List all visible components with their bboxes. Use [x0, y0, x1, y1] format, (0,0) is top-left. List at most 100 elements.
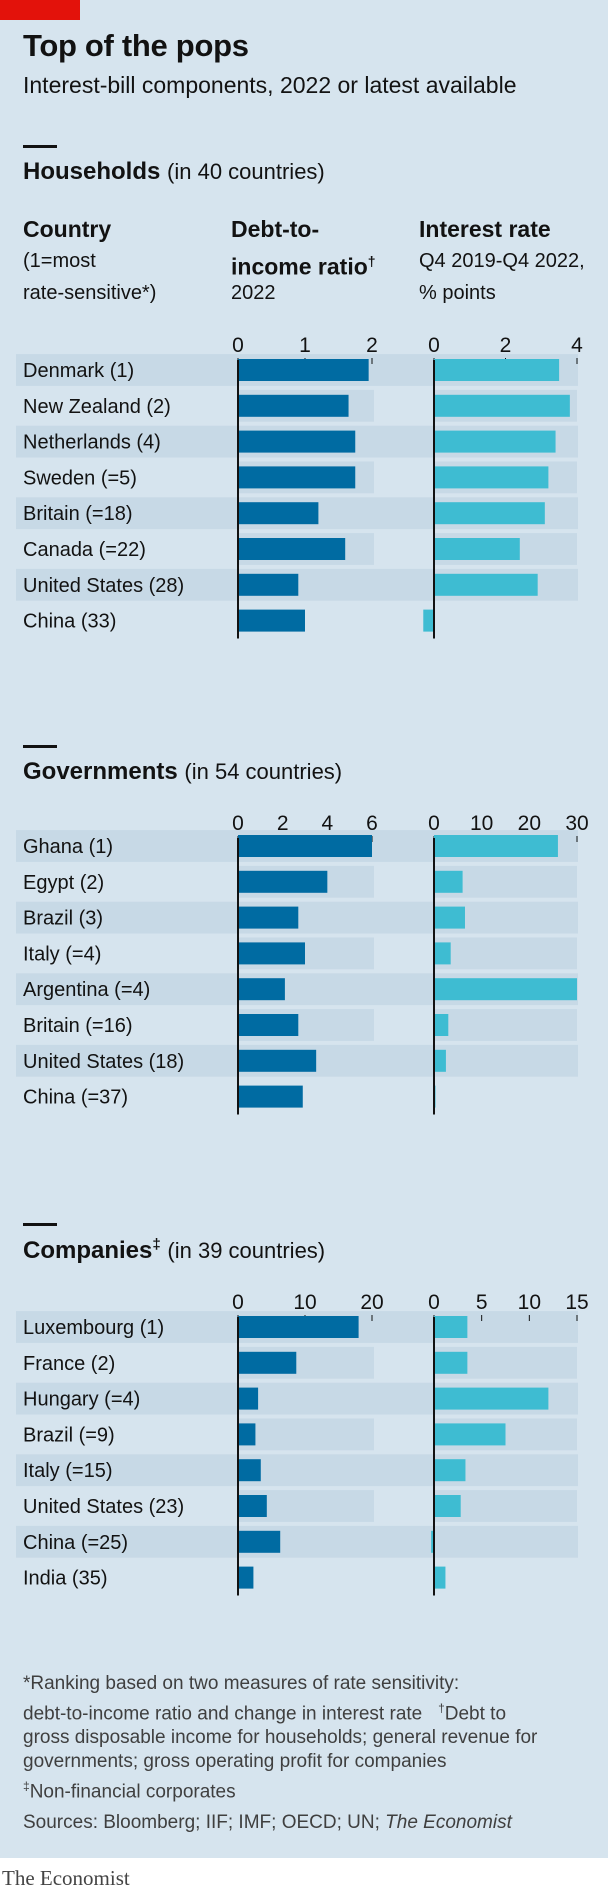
rate-tick-label: 2	[500, 334, 512, 357]
row-band	[16, 1454, 578, 1487]
section-title-governments: Governments (in 54 countries)	[23, 758, 342, 786]
section-rule-companies	[23, 1223, 57, 1226]
country-label: Britain (=18)	[23, 503, 133, 525]
footnote-text: Non-financial corporates	[29, 1781, 236, 1803]
country-label: India (35)	[23, 1568, 108, 1590]
debt-bar	[238, 1495, 267, 1517]
chart-title: Top of the pops	[23, 28, 249, 63]
section-note: (in 39 countries)	[167, 1238, 326, 1263]
rate-bar	[434, 573, 538, 596]
rate-bar	[434, 1387, 549, 1410]
debt-bar	[238, 942, 305, 965]
debt-bar	[238, 1014, 299, 1036]
debt-bar	[238, 870, 328, 893]
country-label: Italy (=4)	[23, 943, 101, 965]
country-label: Sweden (=5)	[23, 467, 137, 489]
country-label: United States (28)	[23, 575, 184, 597]
debt-bar	[238, 609, 305, 632]
debt-tick-label: 2	[277, 812, 289, 835]
row-band	[434, 1009, 577, 1041]
debt-bar	[238, 1566, 254, 1589]
country-column-sub2: rate-sensitive*)	[23, 282, 157, 304]
rate-bar	[434, 1459, 466, 1482]
rate-bar	[423, 609, 434, 632]
debt-bar	[238, 1351, 297, 1374]
debt-tick-label: 0	[232, 334, 244, 357]
row-band	[16, 1525, 578, 1558]
debt-tick-label: 10	[293, 1291, 316, 1314]
section-note: (in 54 countries)	[184, 759, 343, 784]
rate-bar	[434, 1049, 446, 1072]
footnotes: *Ranking based on two measures of rate s…	[23, 1672, 537, 1835]
rate-bar	[434, 1014, 449, 1036]
rate-tick-label: 20	[518, 812, 541, 835]
debt-bar	[238, 1387, 259, 1410]
debt-column-sub: 2022	[231, 282, 276, 304]
debt-bar	[238, 502, 319, 525]
rate-bar	[434, 538, 520, 560]
country-column-title: Country	[23, 216, 112, 242]
section-note: (in 40 countries)	[167, 159, 325, 184]
double-dagger-mark: ‡	[152, 1236, 161, 1253]
section-title-households: Households (in 40 countries)	[23, 158, 325, 186]
row-band	[434, 937, 577, 970]
debt-bar	[238, 1459, 261, 1482]
rate-tick-label: 15	[565, 1291, 588, 1314]
country-label: Ghana (1)	[23, 836, 113, 858]
debt-tick-label: 20	[360, 1291, 383, 1314]
country-label: Luxembourg (1)	[23, 1317, 164, 1339]
debt-bar	[238, 1085, 303, 1108]
debt-tick-label: 1	[299, 334, 311, 357]
rate-bar	[434, 394, 570, 417]
country-label: Brazil (3)	[23, 908, 103, 930]
country-label: Italy (=15)	[23, 1460, 112, 1482]
debt-bar	[238, 978, 285, 1001]
rate-column-sub1: Q4 2019-Q4 2022,	[419, 250, 585, 272]
rate-tick-label: 10	[518, 1291, 541, 1314]
debt-tick-label: 6	[366, 812, 378, 835]
double-dagger-mark: ‡	[23, 1779, 30, 1794]
section-rule-households	[23, 145, 57, 148]
debt-column-title2: income ratio†	[231, 245, 376, 283]
debt-bar	[238, 538, 346, 560]
rate-bar	[434, 359, 560, 381]
country-label: China (33)	[23, 611, 116, 633]
debt-tick-label: 2	[366, 334, 378, 357]
country-label: Brazil (=9)	[23, 1424, 115, 1446]
country-label: China (=37)	[23, 1087, 128, 1109]
country-label: Hungary (=4)	[23, 1389, 140, 1411]
footnote-line: gross disposable income for households; …	[23, 1727, 538, 1749]
rate-bar	[434, 870, 463, 893]
section-name: Governments	[23, 758, 178, 785]
sources-text: Sources: Bloomberg; IIF; IMF; OECD; UN;	[23, 1811, 386, 1833]
sources-line: Sources: Bloomberg; IIF; IMF; OECD; UN; …	[23, 1811, 537, 1835]
section-name: Companies	[23, 1237, 153, 1264]
section-title-companies: Companies‡ (in 39 countries)	[23, 1236, 325, 1265]
section-name: Households	[23, 158, 161, 185]
debt-bar	[238, 835, 372, 857]
rate-bar	[431, 1530, 434, 1553]
rate-tick-label: 0	[428, 334, 440, 357]
rate-column-title: Interest rate	[419, 216, 551, 242]
rate-tick-label: 0	[428, 1291, 440, 1314]
footnote-text: debt-to-income ratio and change in inter…	[23, 1703, 423, 1725]
debt-tick-label: 0	[232, 812, 244, 835]
country-label: United States (23)	[23, 1496, 184, 1518]
footnote-line: *Ranking based on two measures of rate s…	[23, 1673, 460, 1694]
rate-tick-label: 4	[571, 334, 583, 357]
rate-bar	[434, 1423, 506, 1446]
debt-column-title2-text: income ratio	[231, 253, 368, 280]
rate-bar	[434, 835, 558, 857]
rate-tick-label: 10	[470, 812, 493, 835]
sources-italic: The Economist	[385, 1811, 512, 1833]
rate-bar	[434, 430, 556, 453]
debt-tick-label: 4	[321, 812, 333, 835]
footnote-line: debt-to-income ratio and change in inter…	[23, 1696, 537, 1726]
row-band	[238, 1418, 374, 1451]
country-label: Egypt (2)	[23, 872, 104, 894]
debt-bar	[238, 1423, 256, 1446]
brand-logo-text: The Economist	[2, 1866, 130, 1890]
brand-red-tag	[0, 0, 80, 20]
footnote-line: governments; gross operating profit for …	[23, 1751, 447, 1773]
rate-bar	[434, 502, 545, 525]
